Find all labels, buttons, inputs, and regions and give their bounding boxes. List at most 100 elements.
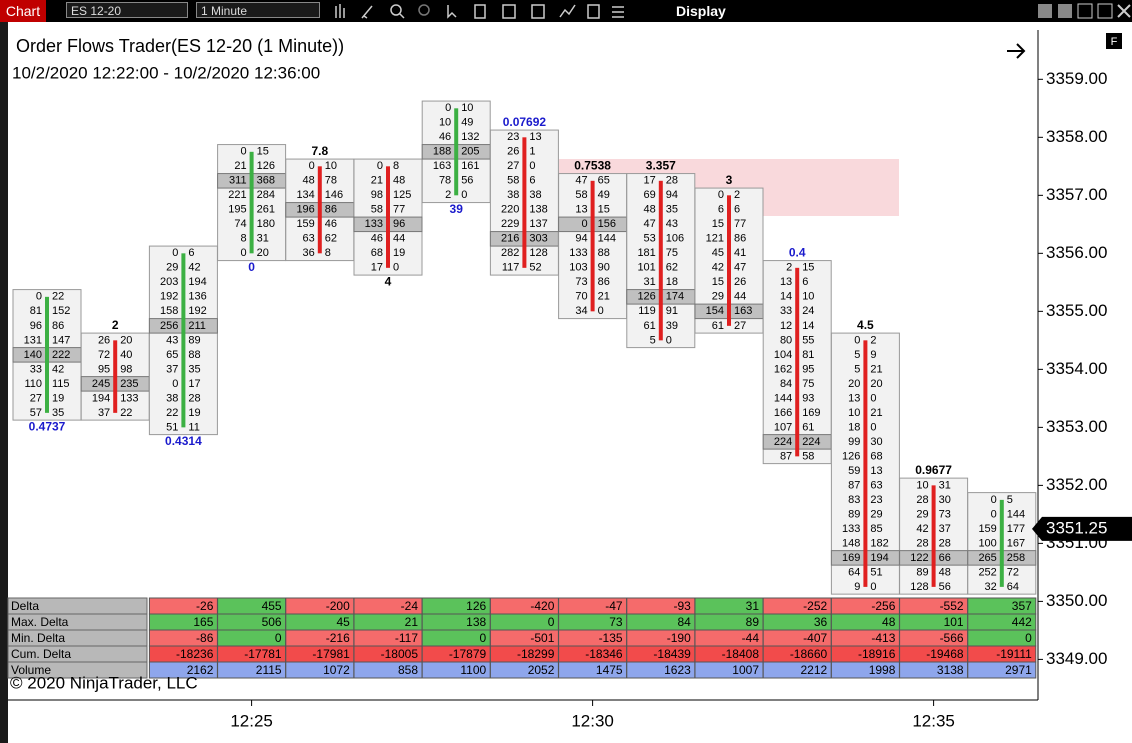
bid-volume: 144 <box>774 392 792 404</box>
ask-volume: 6 <box>529 175 535 187</box>
summary-value: 506 <box>262 615 282 629</box>
display-menu[interactable]: Display <box>676 3 726 19</box>
pointer-icon[interactable] <box>447 5 457 19</box>
zoom-in-icon[interactable] <box>390 4 402 16</box>
ask-volume: 261 <box>257 204 275 216</box>
bid-volume: 163 <box>433 160 451 172</box>
ask-volume: 86 <box>325 204 337 216</box>
summary-value: 357 <box>1012 599 1032 613</box>
ask-volume: 28 <box>939 537 951 549</box>
ask-volume: 44 <box>393 233 405 245</box>
minimize-button[interactable] <box>1038 4 1052 18</box>
indicator-icon[interactable] <box>559 4 576 18</box>
time-label: 12:25 <box>230 711 273 730</box>
bars-icon[interactable] <box>335 4 345 18</box>
column-note: 7.8 <box>311 144 328 158</box>
bid-volume: 13 <box>575 204 587 216</box>
bid-volume: 131 <box>24 334 42 346</box>
bid-volume: 148 <box>842 537 860 549</box>
bid-volume: 94 <box>575 233 587 245</box>
zoom-out-icon[interactable] <box>418 4 430 16</box>
restore-button[interactable] <box>1058 4 1072 18</box>
row-label: Volume <box>11 663 51 677</box>
bid-volume: 126 <box>842 450 860 462</box>
summary-value: -413 <box>871 631 895 645</box>
ask-volume: 38 <box>529 189 541 201</box>
ask-volume: 19 <box>52 392 64 404</box>
ask-volume: 137 <box>529 218 547 230</box>
bid-volume: 0 <box>172 378 178 390</box>
bid-volume: 31 <box>644 276 656 288</box>
ask-volume: 19 <box>188 407 200 419</box>
f-button[interactable] <box>1106 33 1122 49</box>
bid-volume: 224 <box>774 436 792 448</box>
ask-volume: 51 <box>870 566 882 578</box>
instrument-select[interactable]: ES 12-20 <box>66 2 188 18</box>
bid-volume: 33 <box>780 305 792 317</box>
tile-button[interactable] <box>1077 3 1093 19</box>
bid-volume: 95 <box>98 363 110 375</box>
bid-volume: 5 <box>854 349 860 361</box>
ask-volume: 18 <box>666 276 678 288</box>
list-icon[interactable] <box>612 6 624 18</box>
price-label: 3358.00 <box>1046 127 1107 146</box>
ask-volume: 0 <box>598 305 604 317</box>
ask-volume: 85 <box>870 523 882 535</box>
summary-value: -47 <box>605 599 623 613</box>
bid-volume: 0 <box>240 247 246 259</box>
price-label: 3356.00 <box>1046 243 1107 262</box>
bid-volume: 110 <box>24 378 42 390</box>
bid-volume: 0 <box>854 334 860 346</box>
chart-tab[interactable]: Chart <box>0 0 46 22</box>
summary-value: -19468 <box>926 647 964 661</box>
bid-volume: 46 <box>371 233 383 245</box>
bid-volume: 64 <box>848 566 860 578</box>
column-note: 4 <box>385 275 392 289</box>
ask-volume: 0 <box>870 392 876 404</box>
summary-value: -18005 <box>381 647 419 661</box>
summary-value: 48 <box>882 615 896 629</box>
summary-value: -17981 <box>312 647 350 661</box>
bid-volume: 65 <box>166 349 178 361</box>
interval-select[interactable]: 1 Minute <box>196 2 320 18</box>
data-icon[interactable] <box>474 4 486 19</box>
bid-volume: 188 <box>433 146 451 158</box>
ask-volume: 23 <box>870 494 882 506</box>
strategy-icon[interactable] <box>531 4 545 19</box>
bid-volume: 159 <box>296 218 314 230</box>
price-label: 3353.00 <box>1046 417 1107 436</box>
ask-volume: 22 <box>52 291 64 303</box>
ask-volume: 182 <box>870 537 888 549</box>
summary-value: -18346 <box>585 647 623 661</box>
maximize-button[interactable] <box>1097 3 1113 19</box>
ask-volume: 46 <box>325 218 337 230</box>
row-label: Min. Delta <box>11 631 65 645</box>
summary-value: 442 <box>1012 615 1032 629</box>
ask-volume: 126 <box>257 160 275 172</box>
ask-volume: 17 <box>188 378 200 390</box>
draw-icon[interactable] <box>361 5 373 19</box>
bid-volume: 140 <box>24 349 42 361</box>
close-button[interactable] <box>1117 4 1131 18</box>
candle-body <box>931 485 936 587</box>
ask-volume: 1 <box>529 146 535 158</box>
bid-volume: 220 <box>501 204 519 216</box>
scroll-arrow[interactable] <box>1007 43 1026 59</box>
props-icon[interactable] <box>502 4 516 19</box>
candle-body <box>999 499 1004 587</box>
ask-volume: 0 <box>870 581 876 593</box>
bid-volume: 104 <box>774 349 792 361</box>
ask-volume: 303 <box>529 233 547 245</box>
row-label: Cum. Delta <box>11 647 71 661</box>
summary-value: 165 <box>193 615 213 629</box>
bid-volume: 80 <box>780 334 792 346</box>
copyright: © 2020 NinjaTrader, LLC <box>10 673 198 692</box>
bid-volume: 256 <box>160 320 178 332</box>
ask-volume: 81 <box>802 349 814 361</box>
ask-volume: 21 <box>598 291 610 303</box>
bid-volume: 83 <box>848 494 860 506</box>
template-icon[interactable] <box>587 4 600 19</box>
ask-volume: 368 <box>257 175 275 187</box>
bid-volume: 194 <box>92 392 110 404</box>
